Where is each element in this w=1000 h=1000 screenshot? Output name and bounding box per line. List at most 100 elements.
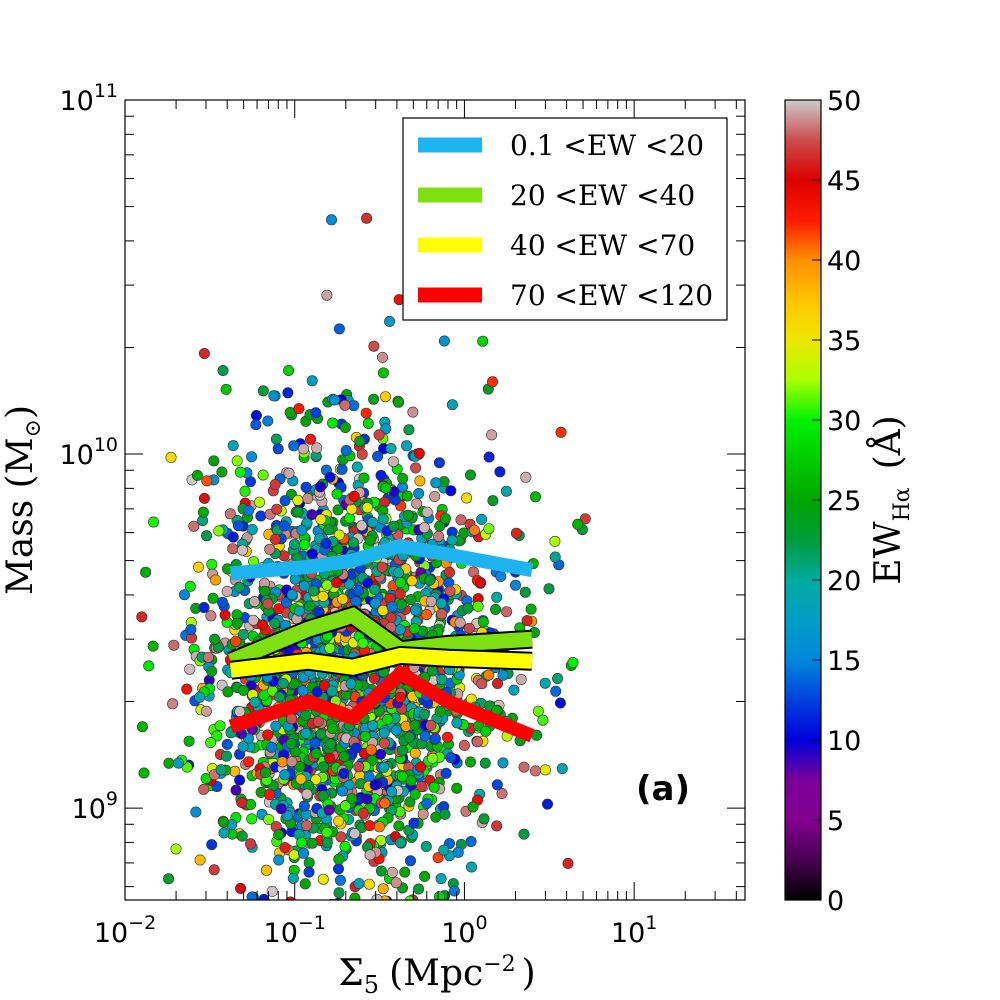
scatter-point bbox=[203, 651, 215, 663]
scatter-point bbox=[338, 767, 350, 779]
scatter-point bbox=[288, 440, 300, 452]
scatter-point bbox=[221, 738, 233, 750]
x-tick-label: 101 bbox=[611, 912, 657, 949]
scatter-point bbox=[262, 729, 274, 741]
scatter-point bbox=[347, 537, 359, 549]
scatter-point bbox=[219, 609, 231, 621]
scatter-point bbox=[394, 576, 406, 588]
scatter-point bbox=[287, 872, 299, 884]
x-axis-title: Σ5 (Mpc−2) bbox=[338, 952, 535, 999]
scatter-point bbox=[254, 496, 266, 508]
scatter-point bbox=[269, 617, 281, 629]
scatter-point bbox=[257, 385, 269, 397]
scatter-point bbox=[310, 407, 322, 419]
scatter-point bbox=[264, 789, 276, 801]
scatter-point bbox=[201, 530, 213, 542]
scatter-point bbox=[462, 602, 474, 614]
scatter-point bbox=[333, 529, 345, 541]
scatter-point bbox=[300, 481, 312, 493]
scatter-point bbox=[471, 736, 483, 748]
scatter-point bbox=[283, 364, 295, 376]
scatter-point bbox=[562, 857, 574, 869]
scatter-point bbox=[388, 520, 400, 532]
scatter-point bbox=[415, 761, 427, 773]
scatter-point bbox=[303, 857, 315, 869]
scatter-point bbox=[296, 524, 308, 536]
scatter-point bbox=[401, 490, 413, 502]
scatter-point bbox=[194, 854, 206, 866]
scatter-point bbox=[302, 492, 314, 504]
scatter-point bbox=[257, 619, 269, 631]
scatter-point bbox=[222, 686, 234, 698]
scatter-point bbox=[464, 469, 476, 481]
scatter-point bbox=[419, 730, 431, 742]
scatter-point bbox=[490, 603, 502, 615]
legend-label: 40 <EW <70 bbox=[510, 229, 695, 262]
scatter-point bbox=[235, 882, 247, 894]
scatter-point bbox=[269, 478, 281, 490]
scatter-point bbox=[436, 608, 448, 620]
scatter-point bbox=[205, 610, 217, 622]
scatter-point bbox=[233, 581, 245, 593]
scatter-point bbox=[362, 577, 374, 589]
scatter-point bbox=[518, 761, 530, 773]
scatter-point bbox=[399, 866, 411, 878]
scatter-point bbox=[461, 492, 473, 504]
scatter-point bbox=[361, 793, 373, 805]
colorbar-label-unit: (Å) bbox=[867, 415, 909, 469]
scatter-point bbox=[364, 534, 376, 546]
colorbar: 0 5 10 15 20 25 30 35 40 45 50 EWHα (Å) bbox=[784, 86, 915, 917]
scatter-point bbox=[339, 399, 351, 411]
scatter-point bbox=[415, 780, 427, 792]
scatter-point bbox=[333, 887, 345, 899]
scatter-point bbox=[515, 673, 527, 685]
scatter-point bbox=[379, 797, 391, 809]
scatter-point bbox=[386, 786, 398, 798]
scatter-point bbox=[396, 770, 408, 782]
scatter-point bbox=[495, 570, 507, 582]
scatter-point bbox=[297, 685, 309, 697]
scatter-point bbox=[206, 665, 218, 677]
scatter-point bbox=[532, 705, 544, 717]
scatter-point bbox=[486, 376, 498, 388]
colorbar-label-main: EW bbox=[868, 521, 909, 584]
y-tick-label: 109 bbox=[72, 788, 118, 825]
scatter-point bbox=[556, 763, 568, 775]
scatter-point bbox=[288, 849, 300, 861]
scatter-point bbox=[483, 669, 495, 681]
y-tick-labels: 109 1010 1011 bbox=[59, 80, 118, 825]
scatter-point bbox=[191, 469, 203, 481]
scatter-point bbox=[271, 503, 283, 515]
scatter-point bbox=[521, 615, 533, 627]
legend-label: 0.1 <EW <20 bbox=[510, 129, 704, 162]
scatter-point bbox=[386, 866, 398, 878]
scatter-point bbox=[283, 467, 295, 479]
scatter-point bbox=[496, 787, 508, 799]
scatter-point bbox=[326, 685, 338, 697]
scatter-point bbox=[280, 597, 292, 609]
scatter-point bbox=[409, 719, 421, 731]
scatter-point bbox=[250, 409, 262, 421]
legend: 0.1 <EW <20 20 <EW <40 40 <EW <70 70 <EW <1… bbox=[402, 117, 728, 321]
colorbar-tick-label: 35 bbox=[827, 326, 861, 357]
scatter-point bbox=[298, 539, 310, 551]
scatter-point bbox=[508, 684, 520, 696]
scatter-point bbox=[315, 728, 327, 740]
scatter-point bbox=[377, 367, 389, 379]
scatter-point bbox=[444, 585, 456, 597]
scatter-point bbox=[201, 475, 213, 487]
scatter-point bbox=[306, 548, 318, 560]
scatter-point bbox=[452, 846, 464, 858]
scatter-point bbox=[340, 444, 352, 456]
scatter-point bbox=[361, 212, 373, 224]
scatter-point bbox=[325, 214, 337, 226]
scatter-point bbox=[555, 426, 567, 438]
x-title-exp: −2 bbox=[483, 952, 515, 977]
scatter-point bbox=[306, 375, 318, 387]
scatter-point bbox=[277, 677, 289, 689]
x-tick-label: 10−1 bbox=[264, 912, 326, 949]
scatter-point bbox=[333, 853, 345, 865]
scatter-point bbox=[336, 463, 348, 475]
scatter-point bbox=[221, 750, 233, 762]
scatter-point bbox=[268, 390, 280, 402]
